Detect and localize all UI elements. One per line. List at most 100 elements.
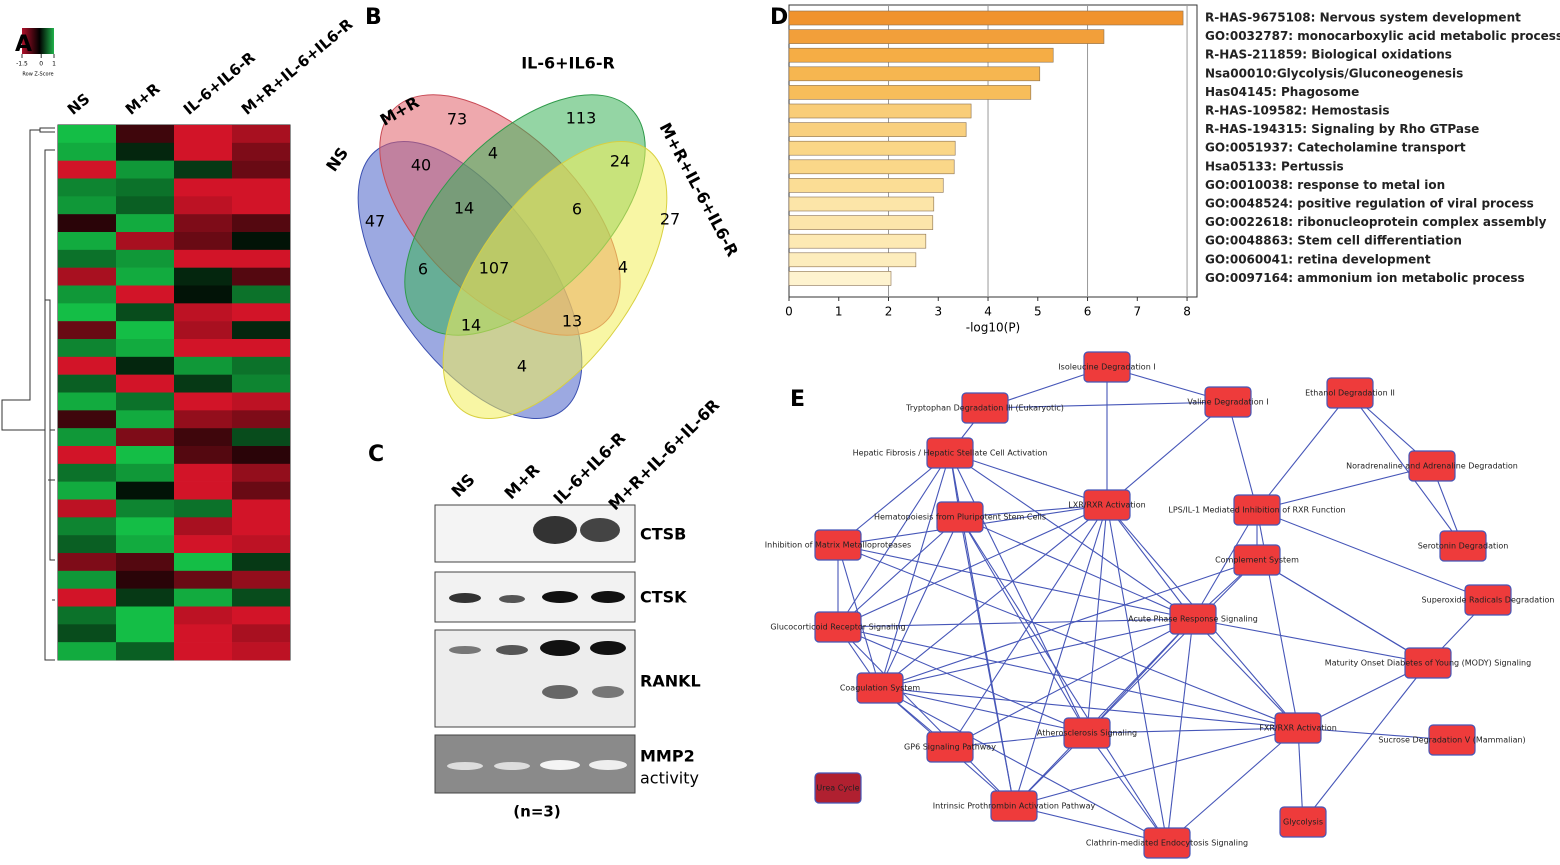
dendrogram (1, 127, 55, 661)
venn-count: 4 (488, 144, 498, 163)
heatmap-cell (58, 214, 116, 233)
bar (788, 271, 892, 286)
heatmap-cell (116, 160, 174, 179)
heatmap-cell (58, 553, 116, 572)
bar (788, 85, 1032, 100)
bar (788, 10, 1184, 26)
category-label: GO:0010038: response to metal ion (1205, 178, 1445, 192)
network-edge (837, 452, 951, 628)
category-label: Nsa00010:Glycolysis/Gluconeogenesis (1205, 66, 1463, 80)
network-edge (879, 618, 1194, 689)
heatmap-cell (116, 249, 174, 268)
network-node (1274, 712, 1322, 744)
heatmap-cell (232, 374, 290, 393)
panel-label: D (770, 5, 788, 30)
heatmap-cell (58, 285, 116, 304)
network-node-label: Inhibition of Matrix Metalloproteases (765, 541, 911, 550)
panel-label: E (790, 387, 805, 412)
venn-count: 6 (418, 260, 428, 279)
heatmap-cell (174, 446, 232, 465)
network-node-label: Glycolysis (1283, 818, 1323, 827)
heatmap-cell (116, 535, 174, 554)
venn-count: 13 (562, 312, 582, 331)
network-node-label: Tryptophan Degradation III (Eukaryotic) (905, 404, 1064, 413)
bar (788, 122, 967, 137)
heatmap-cell (58, 160, 116, 179)
blot-note: (n=3) (513, 803, 560, 821)
network-edge (879, 452, 951, 689)
heatmap-cell (116, 303, 174, 322)
network-node (1083, 351, 1131, 383)
network-edge (837, 544, 1299, 729)
network-edge (1256, 509, 1489, 601)
heatmap-cell (232, 178, 290, 197)
network-edge (879, 687, 1299, 729)
heatmap-cell (232, 463, 290, 482)
protein-label: CTSB (640, 525, 686, 544)
x-tick-label: 6 (1084, 305, 1092, 319)
heatmap-cell (116, 285, 174, 304)
heatmap-cell (116, 125, 174, 144)
heatmap-cell (232, 606, 290, 625)
heatmap-cell (58, 232, 116, 251)
heatmap-cell (116, 499, 174, 518)
heatmap-cell (116, 321, 174, 340)
heatmap-cell (58, 535, 116, 554)
heatmap-cell (174, 214, 232, 233)
network-node (1233, 544, 1281, 576)
network-node (1083, 489, 1131, 521)
heatmap-cell (58, 588, 116, 607)
venn-count: 14 (461, 316, 481, 335)
heatmap-cell (174, 339, 232, 358)
heatmap-cell (58, 303, 116, 322)
network-edge (959, 516, 1168, 844)
heatmap-cell (116, 232, 174, 251)
heatmap-cell (116, 606, 174, 625)
heatmap-cell (232, 570, 290, 589)
network-edge (949, 504, 1108, 748)
heatmap-cell (58, 321, 116, 340)
heatmap-cell (116, 178, 174, 197)
heatmap-cell (174, 588, 232, 607)
network-edge (1166, 727, 1299, 844)
network-node-label: Maturity Onset Diabetes of Young (MODY) … (1325, 659, 1531, 668)
network-node-label: GP6 Signaling Pathway (904, 743, 996, 752)
bar (788, 103, 972, 119)
heatmap-cell (174, 321, 232, 340)
panel-label: C (368, 442, 384, 467)
network-edge (959, 516, 1088, 734)
heatmap-cell (174, 392, 232, 411)
network-node (926, 731, 974, 763)
heatmap-cell (174, 196, 232, 215)
venn-count: 107 (479, 259, 510, 278)
bar (788, 215, 934, 230)
venn-count: 73 (447, 110, 467, 129)
protein-label: RANKL (640, 672, 701, 691)
heatmap-column-label: M+R+IL-6+IL6-R (238, 15, 357, 119)
heatmap-cell (232, 160, 290, 179)
heatmap-cell (58, 463, 116, 482)
heatmap-cell (232, 267, 290, 286)
category-label: GO:0048524: positive regulation of viral… (1205, 197, 1534, 211)
category-label: GO:0032787: monocarboxylic acid metaboli… (1205, 29, 1560, 43)
network-edge (879, 687, 1088, 734)
heatmap-column-label: M+R (122, 79, 164, 118)
venn-count: 4 (618, 258, 628, 277)
color-key-label: 1 (52, 61, 56, 68)
heatmap-cell (116, 410, 174, 429)
bar (788, 196, 935, 212)
heatmap-cell (58, 142, 116, 161)
network-node-label: Noradrenaline and Adrenaline Degradation (1346, 462, 1518, 471)
heatmap-cell (116, 553, 174, 572)
venn-count: 47 (365, 212, 385, 231)
category-label: GO:0097164: ammonium ion metabolic proce… (1205, 271, 1525, 285)
heatmap-cell (232, 499, 290, 518)
network-node-label: Superoxide Radicals Degradation (1422, 596, 1555, 605)
x-tick-label: 4 (984, 305, 992, 319)
lane-label: M+R+IL-6+IL-6R (605, 395, 724, 514)
network-node-label: Clathrin-mediated Endocytosis Signaling (1086, 839, 1248, 848)
heatmap-cell (174, 374, 232, 393)
network-edge (959, 504, 1108, 518)
heatmap-cell (58, 624, 116, 643)
